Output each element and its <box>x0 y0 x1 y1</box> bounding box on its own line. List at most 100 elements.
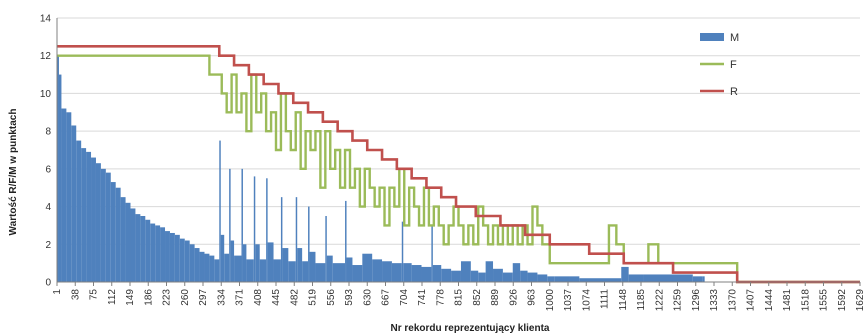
m-bar <box>246 259 254 282</box>
m-bar <box>421 266 432 282</box>
series-m-bars <box>57 55 705 283</box>
m-bar <box>150 223 156 282</box>
m-bar <box>372 259 383 282</box>
m-bar <box>184 240 190 282</box>
y-tick-label: 10 <box>40 89 52 100</box>
m-bar <box>130 208 136 282</box>
x-tick-label: 297 <box>198 289 209 306</box>
m-bar <box>554 276 570 282</box>
m-bar <box>229 168 231 282</box>
x-tick-label: 482 <box>289 289 300 306</box>
m-bar <box>58 74 62 282</box>
r-series-line <box>57 44 860 284</box>
x-tick-label: 149 <box>125 289 136 306</box>
m-bar <box>140 216 146 282</box>
m-bar <box>282 248 289 282</box>
m-bar <box>382 261 392 282</box>
f-series-line <box>57 54 860 284</box>
x-tick-label: 371 <box>235 289 246 306</box>
x-tick-label: 1074 <box>581 289 592 312</box>
m-bar <box>431 225 433 282</box>
m-bar <box>169 232 175 282</box>
m-bar <box>66 112 72 283</box>
m-bar <box>125 202 131 282</box>
m-bar <box>451 270 461 282</box>
m-bar <box>391 263 402 282</box>
m-bar <box>273 259 281 282</box>
m-bar <box>345 200 347 282</box>
x-tick-label: 556 <box>326 289 337 306</box>
m-bar <box>288 261 296 282</box>
x-tick-label: 778 <box>435 289 446 306</box>
x-tick-label: 519 <box>308 289 319 306</box>
y-tick-label: 14 <box>40 14 52 25</box>
m-bar <box>214 259 220 282</box>
m-bar <box>110 182 116 282</box>
x-tick-label: 815 <box>454 289 465 306</box>
y-tick-label: 0 <box>45 278 51 289</box>
legend-label-m: M <box>730 32 739 44</box>
x-tick-label: 1444 <box>764 289 775 312</box>
x-axis-title: Nr rekordu reprezentujący klienta <box>391 323 550 334</box>
m-bar <box>478 272 486 282</box>
m-bar <box>209 255 215 282</box>
x-tick-label: 1592 <box>837 289 848 312</box>
m-bar <box>145 219 151 282</box>
legend-label-f: F <box>730 59 737 71</box>
m-bar <box>100 168 106 282</box>
m-bar <box>470 270 479 282</box>
x-tick-label: 889 <box>490 289 501 306</box>
m-bar <box>135 214 141 282</box>
x-tick-label: 334 <box>216 289 227 306</box>
m-bar <box>280 197 283 282</box>
m-bar <box>267 242 274 282</box>
y-axis-title: Wartość R/F/M w punktach <box>8 109 19 236</box>
x-tick-label: 1222 <box>654 289 665 312</box>
legend: M F R <box>700 32 739 98</box>
series-r-line <box>57 44 860 284</box>
x-tick-label: 1185 <box>636 289 647 311</box>
x-tick-label: 223 <box>162 289 173 306</box>
m-bar <box>346 257 353 282</box>
y-tick-label: 4 <box>45 202 51 213</box>
m-bar <box>266 178 268 282</box>
x-tick-label: 1296 <box>691 289 702 312</box>
m-bar <box>165 231 170 282</box>
x-tick-label: 260 <box>180 289 191 306</box>
x-tick-label: 1518 <box>800 289 811 312</box>
m-bar <box>57 55 59 282</box>
m-bar <box>242 244 247 282</box>
m-bar <box>105 172 111 282</box>
m-bar <box>204 253 210 282</box>
m-bar <box>403 263 412 282</box>
m-bar <box>702 276 705 282</box>
m-bar <box>174 234 180 282</box>
x-tick-label: 1555 <box>819 289 830 312</box>
m-bar <box>692 276 703 282</box>
y-tick-label: 12 <box>40 51 52 62</box>
m-bar <box>95 163 101 282</box>
x-tick-label: 1148 <box>618 289 629 311</box>
x-tick-label: 704 <box>399 289 410 306</box>
x-tick-label: 38 <box>70 289 81 301</box>
x-tick-label: 1370 <box>727 289 738 312</box>
x-tick-label: 1111 <box>600 289 611 309</box>
m-bar <box>520 270 528 282</box>
m-bar <box>297 248 303 282</box>
y-tick-label: 8 <box>45 127 51 138</box>
legend-label-r: R <box>730 86 738 98</box>
m-bar <box>155 225 161 282</box>
m-bar <box>315 263 326 282</box>
m-bar <box>295 197 298 282</box>
x-tick-label: 926 <box>508 289 519 306</box>
m-bar <box>432 265 442 282</box>
m-bar <box>241 168 243 282</box>
m-bar <box>537 274 548 282</box>
x-tick-label: 741 <box>417 289 428 306</box>
m-bar <box>115 187 121 282</box>
m-bar <box>160 227 166 282</box>
x-tick-label: 186 <box>143 289 154 306</box>
x-tick-label: 1481 <box>782 289 793 312</box>
m-bar <box>255 244 260 282</box>
